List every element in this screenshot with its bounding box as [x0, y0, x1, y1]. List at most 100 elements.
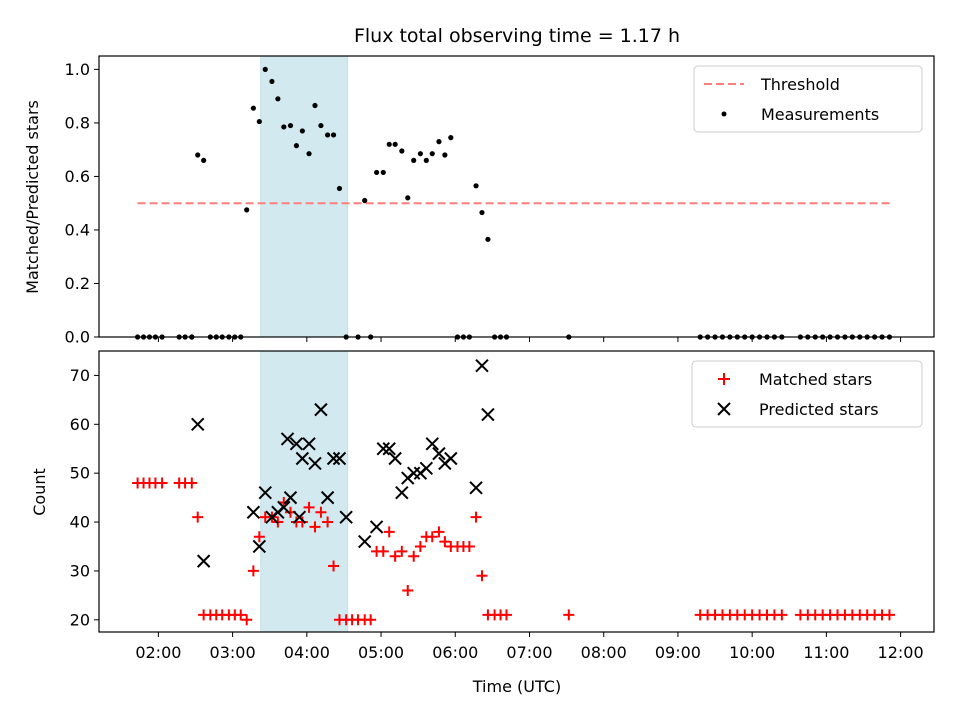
- predicted-stars-point: [395, 486, 409, 500]
- counts-y-tick-label: 60: [70, 415, 90, 434]
- measurements-point: [293, 143, 300, 149]
- matched-stars-point: [883, 609, 895, 621]
- ratio-plot-frame: [98, 55, 935, 338]
- measurements-point: [417, 151, 423, 157]
- matched-stars-point: [309, 521, 321, 533]
- measurements-point: [281, 124, 287, 130]
- ratio-y-tick-label: 0.0: [65, 328, 90, 347]
- ratio-y-tick-label: 0.6: [65, 167, 90, 186]
- counts-y-tick-label: 20: [70, 610, 90, 629]
- measurements-point: [362, 197, 368, 204]
- predicted-stars-point: [388, 451, 402, 466]
- x-tick-label: 04:00: [284, 643, 330, 662]
- predicted-stars-point: [280, 432, 295, 446]
- matched-stars-point: [476, 570, 488, 582]
- chart-title: Flux total observing time = 1.17 h: [354, 25, 680, 47]
- matched-stars-point: [402, 584, 414, 596]
- matched-stars-point: [396, 545, 408, 557]
- measurements-point: [380, 169, 386, 176]
- predicted-stars-point: [369, 520, 384, 534]
- predicted-stars-point: [196, 554, 211, 568]
- measurements-point: [392, 141, 398, 147]
- predicted-stars-point: [339, 510, 353, 524]
- counts-panel: 20 30 40 50 60 70 02:00 03:00 04:00 05:00 06:00 07…: [30, 350, 935, 696]
- predicted-stars-point: [425, 437, 439, 451]
- measurements-point: [269, 78, 275, 85]
- ratio-legend-box: [693, 65, 923, 133]
- counts-y-tick-label: 40: [70, 513, 90, 532]
- matched-stars-point: [408, 550, 420, 562]
- ratio-y-tick-label: 1.0: [65, 60, 90, 79]
- measurements-point: [373, 169, 380, 176]
- measurements-point: [429, 151, 435, 157]
- predicted-stars-point: [289, 437, 304, 451]
- measurements-point: [448, 135, 454, 141]
- matched-stars-point: [365, 614, 377, 626]
- matched-stars-point: [389, 550, 401, 562]
- threshold-legend-label: Threshold: [760, 75, 840, 94]
- measurements-point: [262, 66, 268, 72]
- predicted-stars-point: [358, 534, 372, 549]
- matched-stars-point: [253, 531, 265, 543]
- predicted-stars-point: [295, 451, 310, 466]
- matched-stars-point: [500, 609, 512, 621]
- predicted-stars-point: [308, 456, 322, 471]
- counts-marks: [132, 358, 895, 626]
- matched-stars-point: [241, 614, 253, 626]
- counts-legend: Matched stars Predicted stars: [691, 360, 923, 428]
- matched-stars-point: [426, 531, 438, 543]
- measurements-point: [201, 157, 207, 163]
- measurements-point: [336, 185, 343, 192]
- ratio-x-ticks: [157, 337, 902, 342]
- predicted-stars-point: [292, 510, 307, 524]
- predicted-stars-legend-marker: [717, 402, 731, 416]
- x-tick-label: 10:00: [729, 643, 775, 662]
- measurements-point: [386, 141, 392, 147]
- x-tick-label: 05:00: [358, 643, 404, 662]
- measurements-point: [330, 132, 337, 138]
- matched-stars-point: [235, 609, 247, 621]
- counts-plot-frame: [98, 350, 935, 633]
- measurements-legend-marker: [721, 111, 727, 117]
- measurements-point: [256, 118, 262, 125]
- predicted-stars-point: [432, 446, 446, 461]
- matched-stars-point: [296, 516, 308, 528]
- ratio-panel: 0.0 0.2 0.4 0.6 0.8 1.0 Matched/Predicted sta…: [23, 55, 935, 347]
- counts-y-tick-label: 50: [70, 464, 90, 483]
- measurements-point: [399, 148, 405, 154]
- measurements-point: [436, 139, 442, 145]
- measurements-point: [411, 157, 417, 163]
- matched-stars-point: [186, 477, 198, 489]
- matched-stars-legend-label: Matched stars: [759, 370, 872, 389]
- predicted-stars-point: [406, 466, 421, 480]
- measurements-point: [423, 157, 429, 163]
- predicted-stars-point: [302, 437, 316, 451]
- measurements-point: [442, 152, 448, 158]
- measurements-point: [275, 96, 281, 102]
- measurements-point: [479, 209, 485, 216]
- measurements-point: [312, 102, 318, 109]
- ratio-y-tick-label: 0.4: [65, 220, 90, 239]
- matched-stars-point: [247, 565, 259, 577]
- ratio-y-axis-label: Matched/Predicted stars: [23, 100, 42, 294]
- predicted-stars-point: [252, 539, 267, 554]
- measurements-point: [195, 152, 201, 158]
- measurements-legend-label: Measurements: [761, 105, 879, 124]
- x-tick-label: 11:00: [803, 643, 849, 662]
- predicted-stars-point: [444, 451, 458, 466]
- matched-stars-point: [377, 545, 389, 557]
- ratio-legend: Threshold Measurements: [693, 65, 923, 133]
- predicted-stars-point: [469, 481, 483, 495]
- matched-stars-point: [439, 536, 451, 548]
- ratio-shaded-interval: [260, 55, 349, 338]
- predicted-stars-point: [314, 402, 328, 417]
- matched-stars-point: [156, 477, 168, 489]
- measurements-point: [287, 122, 294, 129]
- measurements-point: [299, 128, 305, 134]
- predicted-stars-point: [277, 500, 291, 515]
- matched-stars-point: [192, 511, 204, 523]
- measurements-point: [244, 207, 250, 213]
- predicted-stars-point: [332, 451, 347, 466]
- predicted-stars-point: [191, 417, 205, 432]
